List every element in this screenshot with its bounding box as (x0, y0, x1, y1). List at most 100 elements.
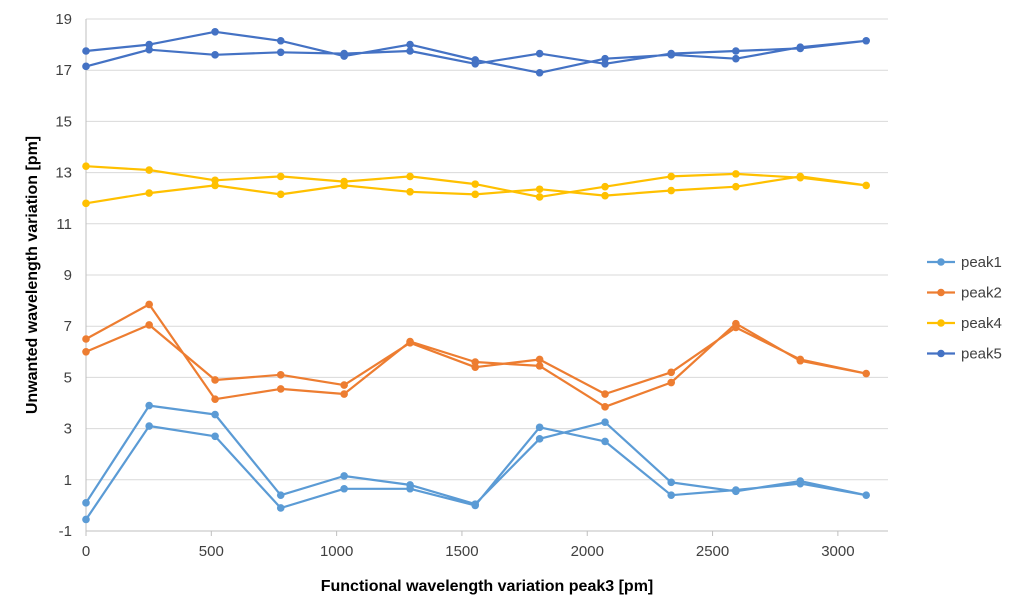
data-point-peak2 (732, 323, 740, 332)
data-point-peak1 (340, 484, 348, 493)
data-point-peak1 (82, 499, 90, 507)
data-point-peak1 (211, 410, 219, 419)
data-point-peak5 (406, 40, 414, 49)
data-point-peak4 (276, 172, 285, 181)
legend-item-peak1: peak1 (927, 254, 1002, 271)
data-point-peak4 (406, 172, 414, 181)
data-point-peak4 (862, 181, 870, 190)
data-point-peak4 (732, 170, 740, 178)
x-tick-label: 500 (199, 543, 224, 560)
legend-item-peak5: peak5 (927, 346, 1002, 363)
data-point-peak2 (276, 385, 285, 393)
data-point-peak2 (145, 321, 153, 329)
x-tick-label: 2000 (571, 543, 604, 560)
legend-item-peak4: peak4 (927, 315, 1002, 332)
data-point-peak5 (796, 43, 805, 51)
data-point-peak5 (406, 47, 414, 55)
data-point-peak1 (796, 479, 805, 488)
data-point-peak1 (862, 491, 870, 499)
data-point-peak1 (535, 435, 544, 443)
data-point-peak4 (471, 190, 480, 199)
data-point-peak5 (145, 40, 153, 49)
legend-label: peak5 (961, 346, 1002, 363)
data-point-peak5 (732, 47, 740, 55)
series-peak4 (82, 162, 870, 208)
data-point-peak1 (145, 422, 153, 430)
data-point-peak2 (211, 376, 219, 384)
legend-swatch-marker (937, 258, 945, 266)
y-tick-label: 11 (56, 216, 72, 233)
data-point-peak5 (732, 54, 740, 63)
legend-label: peak2 (961, 285, 1002, 302)
data-point-peak4 (796, 173, 805, 182)
data-point-peak1 (276, 491, 285, 499)
data-point-peak2 (667, 368, 676, 377)
data-point-peak4 (471, 180, 480, 188)
data-point-peak2 (471, 363, 480, 371)
data-point-peak1 (145, 401, 153, 410)
series-lines (82, 28, 870, 524)
legend-swatch-marker (937, 349, 945, 358)
x-tick-label: 3000 (821, 543, 854, 560)
data-point-peak2 (406, 339, 414, 347)
data-point-peak4 (406, 188, 414, 196)
data-point-peak1 (667, 478, 676, 487)
x-axis-title: Functional wavelength variation peak3 [p… (321, 578, 654, 595)
data-point-peak4 (145, 166, 153, 174)
y-tick-label: 7 (64, 318, 72, 335)
series-peak1 (82, 401, 870, 524)
data-point-peak4 (732, 182, 740, 191)
axes (85, 19, 888, 536)
legend: peak1 peak2 peak4 peak5 (927, 254, 1002, 363)
gridlines (86, 18, 888, 481)
series-peak5 (82, 28, 870, 77)
data-point-peak1 (471, 501, 480, 510)
data-point-peak2 (601, 403, 609, 411)
data-point-peak2 (276, 371, 285, 379)
series-peak2 (82, 300, 870, 411)
data-point-peak5 (211, 51, 219, 59)
x-tick-label: 2500 (696, 543, 729, 560)
data-point-peak2 (82, 348, 90, 356)
data-point-peak5 (862, 36, 870, 45)
data-point-peak2 (862, 369, 870, 378)
data-point-peak1 (82, 515, 90, 524)
legend-item-peak2: peak2 (927, 285, 1002, 302)
legend-label: peak4 (961, 315, 1002, 332)
data-point-peak1 (211, 432, 219, 441)
data-point-peak1 (406, 484, 414, 493)
data-point-peak5 (535, 49, 544, 58)
data-point-peak4 (145, 189, 153, 197)
y-tick-label: 9 (64, 267, 72, 284)
y-tick-label: 19 (55, 11, 72, 28)
data-point-peak4 (340, 177, 348, 186)
y-tick-label: 15 (55, 113, 72, 130)
legend-swatch-marker (937, 319, 945, 327)
data-point-peak2 (340, 390, 348, 398)
data-point-peak5 (276, 48, 285, 57)
data-point-peak4 (667, 186, 676, 195)
data-point-peak1 (601, 418, 609, 427)
data-point-peak5 (340, 52, 348, 60)
data-point-peak1 (667, 491, 676, 499)
data-point-peak2 (535, 362, 544, 370)
y-tick-label: 3 (64, 421, 72, 438)
data-point-peak2 (601, 390, 609, 398)
data-point-peak4 (601, 182, 609, 191)
data-point-peak5 (535, 68, 544, 77)
data-point-peak1 (340, 472, 348, 480)
y-axis-title: Unwanted wavelength variation [pm] (24, 136, 41, 414)
x-tick-label: 1000 (320, 543, 353, 560)
y-tick-label: 13 (55, 165, 72, 182)
data-point-peak4 (276, 190, 285, 199)
data-point-peak1 (276, 504, 285, 512)
x-tick-label: 0 (82, 543, 90, 560)
y-tick-label: 17 (55, 62, 72, 79)
data-point-peak2 (796, 355, 805, 364)
data-point-peak2 (535, 355, 544, 364)
data-point-peak2 (340, 381, 348, 389)
data-point-peak1 (535, 423, 544, 432)
data-point-peak5 (82, 47, 90, 55)
data-point-peak1 (732, 486, 740, 494)
